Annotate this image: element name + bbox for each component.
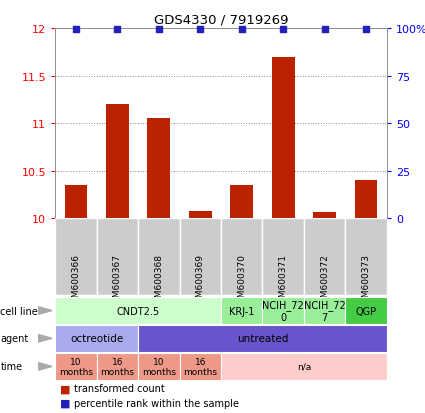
Point (156, 26, 162, 33)
Text: GSM600367: GSM600367 (113, 253, 122, 308)
Bar (65, 186, 88, 219)
Text: agent: agent (0, 333, 28, 344)
Text: cell line: cell line (0, 306, 38, 316)
Text: CNDT2.5: CNDT2.5 (116, 306, 160, 316)
Title: GDS4330 / 7919269: GDS4330 / 7919269 (154, 13, 288, 26)
Text: GSM600368: GSM600368 (154, 253, 163, 308)
Text: ■: ■ (60, 383, 70, 393)
Point (73, 26, 79, 33)
Text: n/a: n/a (297, 362, 311, 371)
Text: NCIH_72
7: NCIH_72 7 (304, 299, 346, 322)
Bar (55, 219, 96, 295)
Bar (272, 57, 295, 219)
Bar (262, 297, 304, 324)
Bar (179, 219, 221, 295)
Text: GSM600366: GSM600366 (71, 253, 80, 308)
Polygon shape (39, 363, 52, 370)
Text: time: time (0, 361, 23, 372)
Bar (138, 325, 387, 352)
Bar (96, 353, 138, 380)
Text: 16
months: 16 months (183, 357, 217, 376)
Text: untreated: untreated (237, 333, 288, 344)
Point (280, 26, 286, 33)
Text: 16
months: 16 months (100, 357, 134, 376)
Text: 10
months: 10 months (142, 357, 176, 376)
Polygon shape (39, 335, 52, 342)
Polygon shape (39, 307, 52, 315)
Text: ■: ■ (60, 398, 70, 408)
Point (197, 26, 204, 33)
Point (363, 26, 369, 33)
Bar (221, 297, 262, 324)
Bar (304, 297, 345, 324)
Point (238, 26, 245, 33)
Bar (138, 219, 179, 295)
Text: GSM600369: GSM600369 (196, 253, 205, 308)
Bar (262, 219, 304, 295)
Text: 10
months: 10 months (59, 357, 93, 376)
Bar (304, 219, 345, 295)
Text: GSM600370: GSM600370 (237, 253, 246, 308)
Bar (345, 297, 387, 324)
Bar (345, 219, 387, 295)
Point (321, 26, 328, 33)
Text: KRJ-1: KRJ-1 (229, 306, 255, 316)
Text: NCIH_72
0: NCIH_72 0 (262, 299, 304, 322)
Bar (189, 211, 212, 219)
Bar (221, 219, 262, 295)
Point (114, 26, 121, 33)
Bar (55, 325, 138, 352)
Bar (147, 119, 170, 219)
Text: percentile rank within the sample: percentile rank within the sample (74, 398, 239, 408)
Bar (55, 297, 221, 324)
Text: GSM600372: GSM600372 (320, 253, 329, 308)
Bar (354, 181, 377, 219)
Bar (106, 105, 129, 219)
Bar (230, 186, 253, 219)
Bar (96, 219, 138, 295)
Text: GSM600373: GSM600373 (362, 253, 371, 308)
Bar (313, 212, 336, 219)
Text: GSM600371: GSM600371 (279, 253, 288, 308)
Text: octreotide: octreotide (70, 333, 123, 344)
Bar (179, 353, 221, 380)
Bar (138, 353, 179, 380)
Bar (55, 353, 96, 380)
Text: transformed count: transformed count (74, 383, 165, 393)
Text: QGP: QGP (355, 306, 377, 316)
Bar (221, 353, 387, 380)
